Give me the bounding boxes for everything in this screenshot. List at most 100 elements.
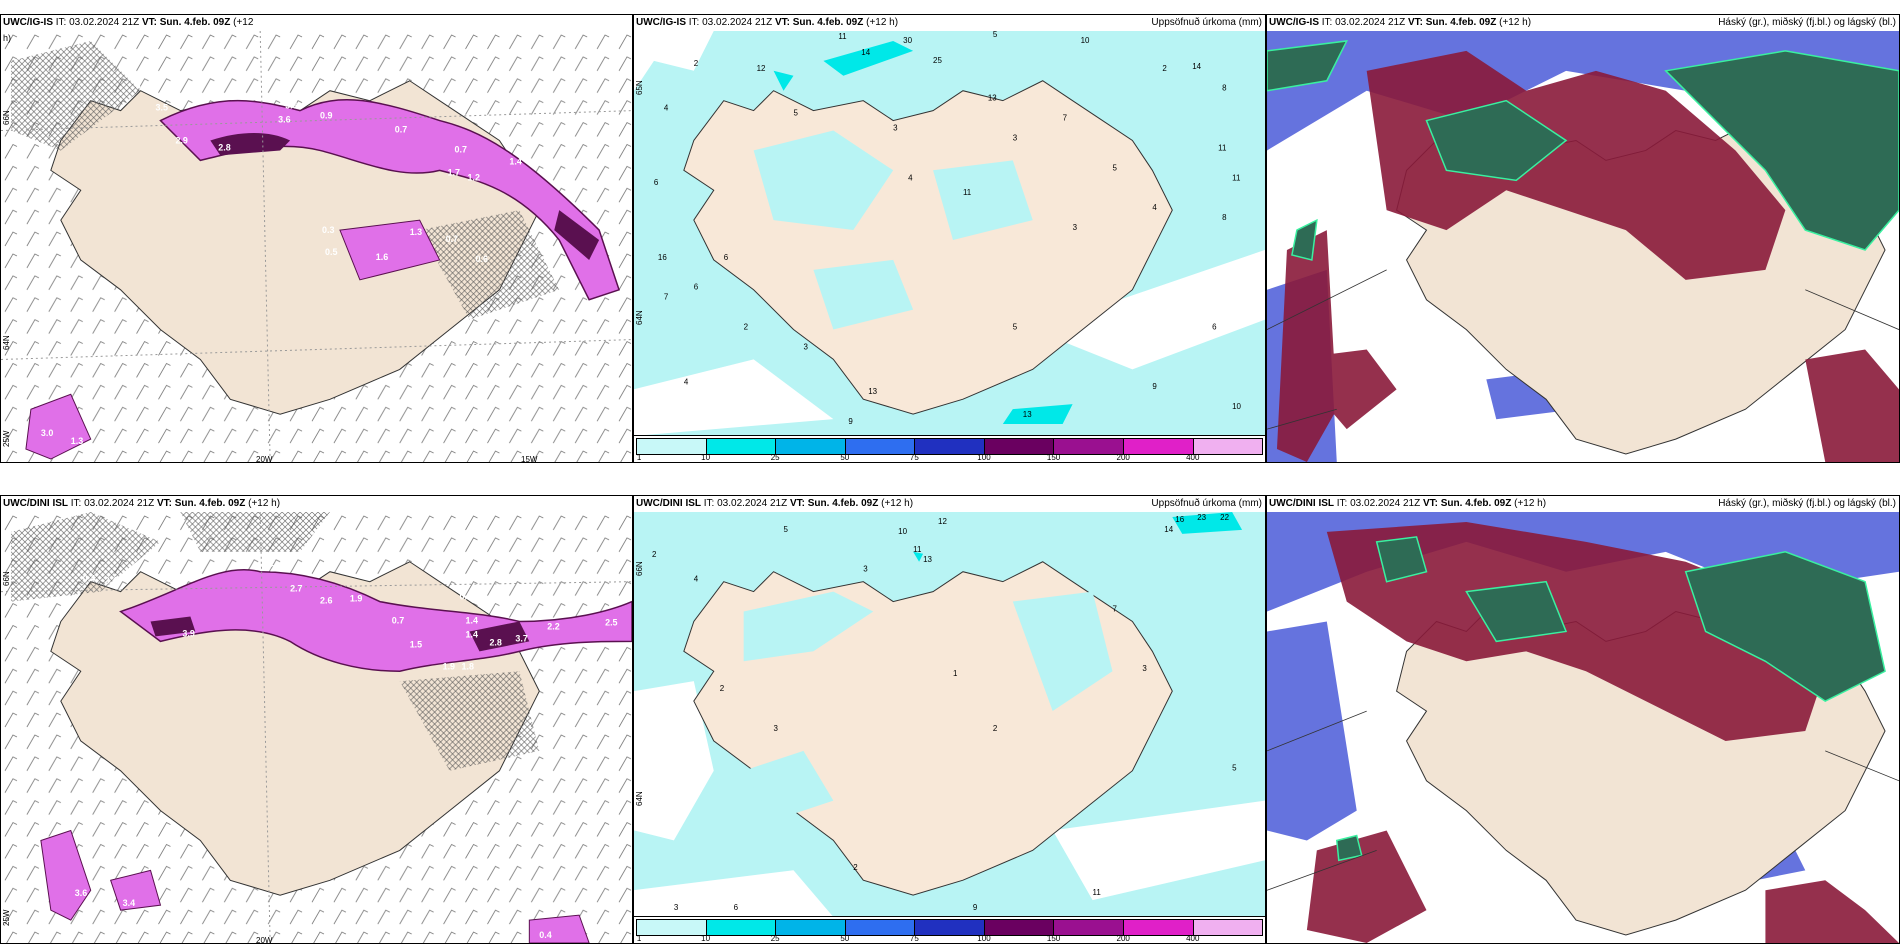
value-label: 11	[1232, 173, 1241, 182]
lat-label: 65N	[635, 80, 644, 95]
legend-tick: 10	[701, 934, 711, 943]
panel-title: Háský (gr.), miðský (fj.bl.) og lágský (…	[1718, 17, 1896, 28]
high-cloud	[1335, 536, 1886, 862]
legend-tick: 400	[1186, 453, 1200, 462]
value-label: 5	[1013, 323, 1018, 332]
legend-tick: 200	[1116, 934, 1130, 943]
value-label: 30	[903, 36, 912, 45]
precip-south	[40, 829, 590, 943]
value-label: 10	[1081, 36, 1090, 45]
value-label: 0.7	[519, 146, 531, 156]
value-label: 3	[803, 342, 808, 351]
lat-label: 25W	[2, 430, 11, 447]
legend-swatch	[845, 439, 916, 454]
legend-tick: 50	[840, 934, 850, 943]
value-label: 3	[893, 124, 898, 133]
legend-swatch	[1193, 439, 1263, 454]
mid-cloud	[1276, 50, 1899, 462]
lat-label: 25W	[2, 909, 11, 926]
map-area[interactable]: 11 30 14 25 12 2 5 10 2 4 5 3 3 7 5 4 3 …	[634, 31, 1265, 436]
map-area[interactable]: 0.4 2.4 3.9 2.0 2.7 2.6 1.9 0.7 1.5 1.9 …	[1, 512, 632, 943]
panel-accum-precip-dini: UWC/DINI ISL IT: 03.02.2024 21Z VT: Sun.…	[633, 495, 1266, 944]
precip-legend: 1 10 25 50 75 100 150 200 400	[634, 916, 1265, 943]
value-labels: 11 30 14 25 12 2 5 10 2 4 5 3 3 7 5 4 3 …	[654, 31, 1242, 426]
panel-header: UWC/IG-IS IT: 03.02.2024 21Z VT: Sun. 4.…	[1267, 15, 1899, 31]
value-label: 1.8	[462, 661, 474, 671]
hatch-area	[10, 512, 540, 771]
value-label: 3.0	[41, 428, 53, 438]
panel-title: Uppsöfnuð úrkoma (mm)	[1151, 498, 1262, 509]
map-area[interactable]	[1267, 512, 1899, 943]
value-label: 0.7	[392, 615, 404, 625]
map-area[interactable]: 3.2 3.5 2.9 2.8 5.6 3.6 0.9 0.7 0.7 0.7 …	[1, 31, 632, 462]
wet-area	[743, 591, 1113, 821]
value-label: 3.2	[136, 81, 148, 91]
value-label: 3.9	[182, 628, 194, 638]
value-label: 2.8	[489, 637, 501, 647]
value-label: 11	[1093, 888, 1102, 897]
precip-wind-map: 3.2 3.5 2.9 2.8 5.6 3.6 0.9 0.7 0.7 0.7 …	[1, 31, 632, 462]
value-label: 0.5	[460, 592, 472, 602]
value-label: 1	[953, 669, 958, 678]
lat-label: 64N	[635, 310, 644, 325]
dry-area	[634, 31, 1265, 436]
value-label: 2.0	[270, 564, 282, 574]
high-cloud	[1267, 40, 1899, 261]
value-label: 13	[923, 555, 932, 564]
hatch-area	[10, 40, 560, 320]
value-label: 5.6	[285, 101, 297, 111]
panel-precip-wind-igis: UWC/IG-IS IT: 03.02.2024 21Z VT: Sun. 4.…	[0, 14, 633, 463]
value-label: 3.7	[515, 633, 527, 643]
value-label: 16	[1175, 515, 1184, 524]
value-label: 22	[1220, 513, 1229, 522]
legend-ticks: 1 10 25 50 75 100 150 200 400	[636, 453, 1263, 462]
value-label: 3	[674, 903, 679, 912]
value-label: 3.6	[278, 115, 290, 125]
legend-swatch	[1123, 439, 1194, 454]
value-label: 0.4	[83, 574, 95, 584]
value-label: 2.5	[605, 617, 617, 627]
precip-wind-map: 0.4 2.4 3.9 2.0 2.7 2.6 1.9 0.7 1.5 1.9 …	[1, 512, 632, 943]
legend-colorbar	[636, 438, 1263, 455]
value-label: 9.8	[589, 200, 601, 210]
header-wrap: h)	[3, 33, 12, 43]
value-label: 2	[720, 684, 725, 693]
value-label: 13	[1023, 410, 1032, 419]
cloud-map	[1267, 31, 1899, 462]
value-labels: 3.2 3.5 2.9 2.8 5.6 3.6 0.9 0.7 0.7 0.7 …	[41, 81, 602, 446]
legend-swatch	[706, 920, 777, 935]
value-label: 8	[1222, 84, 1227, 93]
value-label: 0.7	[446, 234, 458, 244]
legend-swatch	[637, 439, 707, 454]
value-label: 2.4	[105, 576, 117, 586]
precip-legend: 1 10 25 50 75 100 150 200 400	[634, 435, 1265, 462]
panel-clouds-igis: UWC/IG-IS IT: 03.02.2024 21Z VT: Sun. 4.…	[1266, 14, 1900, 463]
value-label: 1.5	[410, 639, 422, 649]
value-label: 3	[863, 565, 868, 574]
panel-header: UWC/IG-IS IT: 03.02.2024 21Z VT: Sun. 4.…	[634, 15, 1265, 31]
value-label: 1.2	[468, 172, 480, 182]
legend-tick: 50	[840, 453, 850, 462]
accum-precip-map: 11 30 14 25 12 2 5 10 2 4 5 3 3 7 5 4 3 …	[634, 31, 1265, 436]
legend-swatch	[776, 439, 846, 454]
value-label: 5	[784, 525, 789, 534]
map-area[interactable]	[1267, 31, 1899, 462]
lon-label: 15W	[521, 455, 538, 463]
value-label: 11	[838, 32, 847, 41]
value-label: 1.9	[549, 174, 561, 184]
legend-tick: 100	[977, 453, 991, 462]
value-label: 11	[913, 545, 922, 554]
value-label: 0.9	[320, 111, 332, 121]
panel-header: UWC/DINI ISL IT: 03.02.2024 21Z VT: Sun.…	[634, 496, 1265, 512]
value-label: 0.3	[322, 225, 334, 235]
lat-label: 64N	[635, 791, 644, 806]
value-label: 0.6	[475, 254, 487, 264]
map-area[interactable]: 12 10 11 13 16 23 22 14 2 5 4 3 1 7 3 2 …	[634, 512, 1265, 917]
legend-tick: 400	[1186, 934, 1200, 943]
value-label: 10	[1232, 402, 1241, 411]
value-label: 0.7	[455, 144, 467, 154]
value-label: 2.8	[218, 142, 230, 152]
legend-swatch	[915, 920, 985, 935]
heavy-precip	[913, 512, 1243, 562]
low-cloud	[1267, 512, 1899, 891]
